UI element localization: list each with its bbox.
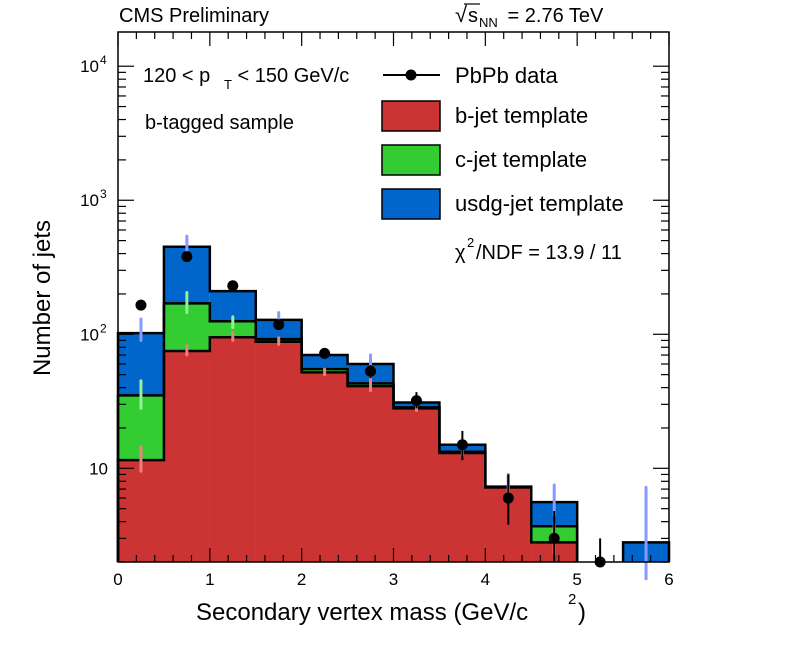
sqrt-symbol: √ [455,2,468,27]
svg-text:10: 10 [80,57,99,76]
legend-entry-pbpb-data: PbPb data [383,63,559,88]
axis-ticks-layer [117,32,670,563]
legend-label-b-jet: b-jet template [455,103,588,128]
svg-text:10: 10 [80,325,99,344]
bar-b-jet-bin-2 [209,337,256,562]
y-tick-label-10: 10 [89,459,108,478]
bar-b-jet-bin-3 [255,341,302,562]
x-tick-label-0: 0 [113,570,122,589]
pt-cut-text-2: < 150 GeV/c [232,65,349,87]
data-point-1 [181,251,193,263]
svg-text:3: 3 [100,187,107,201]
x-tick-label-4: 4 [481,570,490,589]
y-tick-label-10000: 10 4 [80,53,107,76]
x-axis-title-sup: 2 [568,591,576,608]
y-tick-label-1000: 10 3 [80,187,107,210]
header-energy: = 2.76 TeV [502,5,604,27]
sample-annotation: b-tagged sample [145,112,294,134]
bar-b-jet-bin-5 [347,386,394,562]
x-axis-title: Secondary vertex mass (GeV/c 2 ) [196,591,586,626]
chi2-symbol: χ [455,242,466,264]
svg-text:4: 4 [100,53,107,67]
pt-cut-subscript: T [224,77,232,92]
bar-b-jet-bin-6 [393,408,440,562]
data-point-5 [365,365,377,377]
x-tick-label-6: 6 [664,570,673,589]
data-point-2 [227,280,239,292]
data-points-layer [135,251,606,568]
bar-b-jet-bin-7 [439,453,486,562]
legend-entry-usdg-jet: usdg-jet template [381,188,624,220]
header-right: √ s NN = 2.76 TeV [455,2,604,30]
header-s: s [468,5,478,27]
header-nn: NN [479,15,498,30]
legend-swatch-b-jet [381,100,441,132]
data-point-6 [410,395,422,407]
chi2-superscript: 2 [467,235,474,250]
data-point-4 [319,347,331,359]
legend-entry-b-jet: b-jet template [381,100,588,132]
pt-cut-annotation: 120 < p T < 150 GeV/c [143,65,349,92]
legend-label-c-jet: c-jet template [455,147,587,172]
x-tick-label-2: 2 [297,570,306,589]
legend-entry-c-jet: c-jet template [381,144,587,176]
legend-swatch-usdg-jet [381,188,441,220]
header-left: CMS Preliminary [119,5,269,27]
data-point-0 [135,299,147,311]
bar-b-jet-bin-0 [118,460,164,562]
legend-label-data: PbPb data [455,63,559,88]
legend: PbPb data b-jet template c-jet template … [381,63,624,220]
legend-label-usdg-jet: usdg-jet template [455,191,624,216]
legend-swatch-c-jet [381,144,441,176]
x-tick-labels: 0 1 2 3 4 5 6 [113,570,673,589]
y-axis-title: Number of jets [29,220,56,376]
y-tick-label-100: 10 2 [80,321,107,344]
x-axis-title-main: Secondary vertex mass (GeV/c [196,599,528,626]
svg-text:10: 10 [80,191,99,210]
chi2-annotation: χ 2 /NDF = 13.9 / 11 [455,235,622,264]
data-point-7 [456,439,468,451]
x-axis-title-close: ) [578,599,586,626]
chi2-text: /NDF = 13.9 / 11 [476,242,622,264]
data-point-8 [502,492,514,504]
legend-marker-data [405,69,417,81]
svg-text:2: 2 [100,321,107,335]
y-tick-labels: 10 10 2 10 3 10 4 [80,53,108,478]
x-tick-label-3: 3 [389,570,398,589]
bar-b-jet-bin-4 [301,372,348,562]
x-tick-label-1: 1 [205,570,214,589]
pt-cut-text-1: 120 < p [143,65,210,87]
x-tick-label-5: 5 [572,570,581,589]
svg-text:10: 10 [89,459,108,478]
data-point-9 [548,532,560,544]
bar-b-jet-bin-1 [163,351,210,562]
data-point-3 [273,319,285,331]
bars-layer [118,246,669,563]
